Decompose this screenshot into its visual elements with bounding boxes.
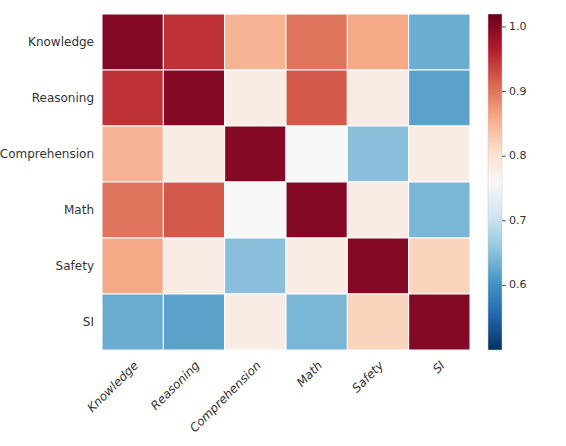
- colorbar-tick-label: 0.9: [509, 85, 527, 98]
- x-axis: KnowledgeReasoningComprehension Math Safet…: [84, 358, 448, 435]
- colorbar-gradient: [488, 14, 502, 350]
- heatmap-cell: [409, 238, 470, 294]
- heatmap-cell: [286, 126, 347, 182]
- heatmap-cell: [225, 14, 286, 70]
- heatmap-cell: [163, 294, 224, 350]
- heatmap-cell: [225, 126, 286, 182]
- heatmap-cell: [102, 126, 163, 182]
- colorbar-tick-label: 0.6: [509, 278, 527, 291]
- heatmap-cell: [163, 238, 224, 294]
- heatmap-cell: [286, 238, 347, 294]
- colorbar-tick-label: 0.8: [509, 149, 527, 162]
- heatmap-cell: [347, 70, 408, 126]
- heatmap-cell: [102, 238, 163, 294]
- heatmap-cell: [409, 14, 470, 70]
- heatmap-cell: [286, 14, 347, 70]
- heatmap-cell: [225, 238, 286, 294]
- heatmap-cell: [163, 14, 224, 70]
- y-tick-label: Math: [64, 203, 94, 217]
- heatmap-cell: [347, 126, 408, 182]
- colorbar-tick: [502, 26, 506, 27]
- x-tick-label: SI: [430, 358, 448, 376]
- heatmap-cell: [163, 182, 224, 238]
- heatmap-cell: [102, 14, 163, 70]
- heatmap-cell: [347, 238, 408, 294]
- heatmap-cell: [102, 182, 163, 238]
- x-tick-label: Knowledge: [84, 358, 141, 415]
- heatmap-cell: [286, 182, 347, 238]
- y-tick-label: Reasoning: [32, 91, 94, 105]
- x-tick-label: Comprehension: [187, 358, 264, 435]
- heatmap-cell: [347, 182, 408, 238]
- heatmap-cell: [163, 70, 224, 126]
- colorbar-tick: [502, 220, 506, 221]
- colorbar-tick: [502, 156, 506, 157]
- heatmap-cell: [225, 182, 286, 238]
- colorbar-tick: [502, 285, 506, 286]
- heatmap-cell: [409, 70, 470, 126]
- y-axis: Knowledge Reasoning Comprehension Math Safet…: [0, 35, 94, 329]
- heatmap-cell: [347, 294, 408, 350]
- colorbar: 0.6 0.7 0.8 0.9 1.0: [488, 14, 527, 350]
- heatmap-cell: [225, 70, 286, 126]
- x-tick-label: Safety: [349, 358, 387, 396]
- heatmap-cell: [286, 294, 347, 350]
- x-tick-label: Math: [294, 358, 325, 389]
- heatmap-cell: [102, 70, 163, 126]
- y-tick-label: SI: [83, 315, 94, 329]
- cells: [102, 14, 470, 350]
- heatmap-cell: [163, 126, 224, 182]
- colorbar-tick: [502, 91, 506, 92]
- x-tick-label: Reasoning: [148, 358, 203, 413]
- heatmap-cell: [409, 294, 470, 350]
- heatmap-cell: [347, 14, 408, 70]
- y-tick-label: Knowledge: [28, 35, 94, 49]
- heatmap-cell: [225, 294, 286, 350]
- heatmap-cell: [409, 182, 470, 238]
- colorbar-tick-label: 0.7: [509, 214, 527, 227]
- colorbar-tick-label: 1.0: [509, 20, 527, 33]
- heatmap-cell: [409, 126, 470, 182]
- y-tick-label: Comprehension: [0, 147, 94, 161]
- heatmap-cell: [102, 294, 163, 350]
- y-tick-label: Safety: [56, 259, 94, 273]
- heatmap-cell: [286, 70, 347, 126]
- chart: KnowledgeReasoningComprehensionMathSafet…: [0, 0, 566, 446]
